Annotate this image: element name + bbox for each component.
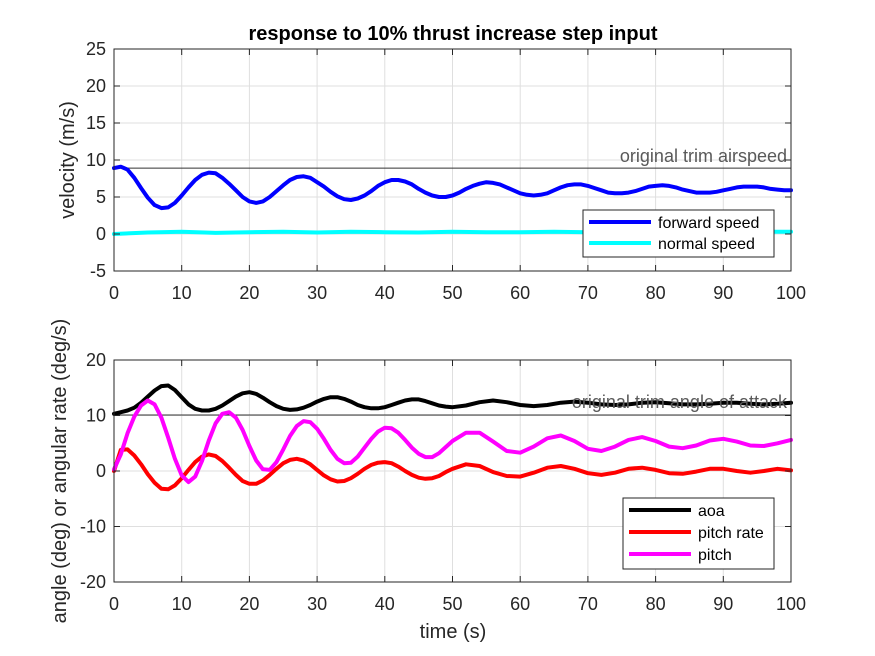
bottom-ytick-label-0: 0 [96, 461, 106, 481]
trim-airspeed-annotation: original trim airspeed [620, 146, 787, 166]
top-ytick-label-15: 15 [86, 113, 106, 133]
bottom-y-axis-label: angle (deg) or angular rate (deg/s) [49, 319, 71, 624]
top-panel-velocity: response to 10% thrust increase step inp… [57, 23, 806, 303]
x-axis-label: time (s) [420, 621, 487, 643]
bottom-xtick-label-0: 0 [109, 594, 119, 614]
bottom-ytick-label--10: -10 [80, 517, 106, 537]
bottom-xtick-label-100: 100 [776, 594, 806, 614]
legend-label-normal-speed: normal speed [658, 236, 755, 253]
top-xtick-label-100: 100 [776, 283, 806, 303]
series-line-forward-speed [112, 164, 793, 211]
bottom-xtick-label-80: 80 [646, 594, 666, 614]
bottom-xtick-label-10: 10 [172, 594, 192, 614]
top-xtick-label-90: 90 [713, 283, 733, 303]
bottom-xtick-label-60: 60 [510, 594, 530, 614]
series-line-pitch-rate [112, 447, 793, 492]
bottom-xtick-label-50: 50 [442, 594, 462, 614]
top-xtick-label-40: 40 [375, 283, 395, 303]
bottom-ticks: 0 10 20 30 40 50 60 70 80 90 100 -20 -10 0 10 20 [80, 350, 806, 614]
chart-title: response to 10% thrust increase step inp… [249, 23, 658, 45]
top-ytick-label-5: 5 [96, 187, 106, 207]
top-ytick-label-20: 20 [86, 76, 106, 96]
top-legend-box [582, 209, 775, 258]
top-xtick-label-30: 30 [307, 283, 327, 303]
bottom-xtick-label-90: 90 [713, 594, 733, 614]
top-xtick-label-0: 0 [109, 283, 119, 303]
top-xtick-label-70: 70 [578, 283, 598, 303]
top-ytick-label-25: 25 [86, 39, 106, 59]
bottom-xtick-label-70: 70 [578, 594, 598, 614]
top-ytick-label--5: -5 [90, 261, 106, 281]
top-legend: forward speed normal speed [582, 209, 775, 258]
series-line-pitch [112, 398, 793, 485]
legend-label-aoa: aoa [698, 503, 725, 520]
bottom-legend: aoa pitch rate pitch [622, 497, 775, 570]
bottom-ytick-label-20: 20 [86, 350, 106, 370]
bottom-ytick-label--20: -20 [80, 572, 106, 592]
top-y-axis-label: velocity (m/s) [57, 101, 79, 219]
top-ytick-label-10: 10 [86, 150, 106, 170]
top-ytick-label-0: 0 [96, 224, 106, 244]
bottom-xtick-label-40: 40 [375, 594, 395, 614]
legend-label-pitch-rate: pitch rate [698, 525, 764, 542]
bottom-panel-angles: original trim angle of attack 0 10 20 30 40 5… [49, 319, 806, 643]
top-xtick-label-20: 20 [239, 283, 259, 303]
legend-label-forward-speed: forward speed [658, 215, 759, 232]
top-xtick-label-10: 10 [172, 283, 192, 303]
bottom-xtick-label-20: 20 [239, 594, 259, 614]
top-xtick-label-50: 50 [442, 283, 462, 303]
bottom-series [112, 383, 793, 492]
top-xtick-label-60: 60 [510, 283, 530, 303]
legend-label-pitch: pitch [698, 547, 732, 564]
trim-aoa-annotation: original trim angle of attack [572, 392, 788, 412]
series-line-aoa [112, 383, 793, 416]
bottom-ytick-label-10: 10 [86, 406, 106, 426]
bottom-xtick-label-30: 30 [307, 594, 327, 614]
top-xtick-label-80: 80 [646, 283, 666, 303]
